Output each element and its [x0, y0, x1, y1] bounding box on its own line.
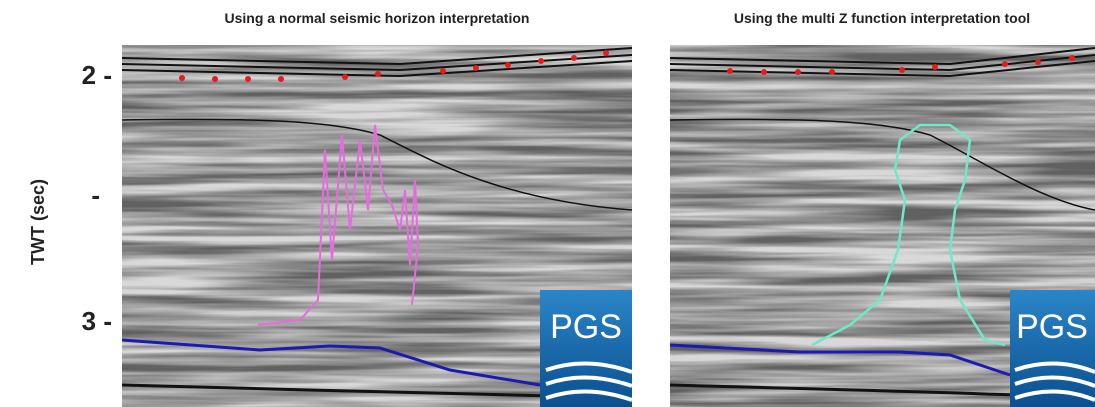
y-tick-label: 2 - [82, 60, 112, 90]
seismic-panel: PGS [122, 45, 632, 407]
logo-text: PGS [550, 308, 622, 346]
y-axis-label: TWT (sec) [28, 179, 48, 265]
figure: Using a normal seismic horizon interpret… [0, 0, 1095, 407]
panel-title: Using a normal seismic horizon interpret… [225, 10, 530, 26]
y-tick-label: 3 - [82, 306, 112, 336]
page: Using a normal seismic horizon interpret… [0, 0, 1095, 407]
logo-text: PGS [1016, 308, 1088, 346]
panel-title: Using the multi Z function interpretatio… [734, 10, 1030, 26]
seismic-panel: PGS [670, 45, 1095, 407]
y-tick-label: - [91, 180, 100, 210]
